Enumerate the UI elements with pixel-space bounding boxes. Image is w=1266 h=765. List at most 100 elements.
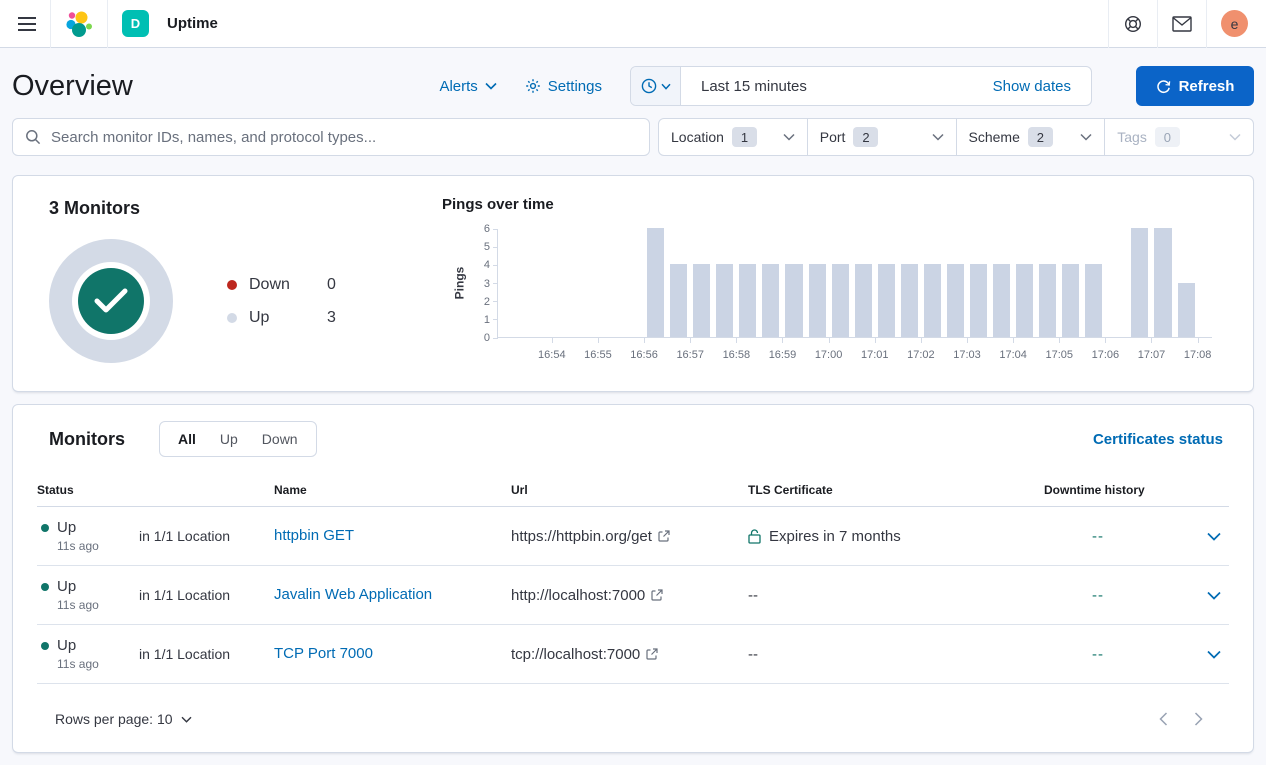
divider (107, 0, 108, 48)
chevron-down-icon (485, 82, 497, 90)
elastic-logo-icon (65, 10, 93, 38)
chevron-down-icon (181, 716, 192, 723)
status-text: Up (57, 637, 77, 654)
pings-bar (877, 264, 895, 337)
tls-text: Expires in 7 months (769, 527, 901, 545)
x-tick-label: 16:59 (768, 349, 797, 361)
monitor-url-link[interactable]: http://localhost:7000 (511, 587, 748, 604)
table-row: Up 11s ago in 1/1 Location TCP Port 7000… (37, 625, 1229, 684)
pings-bar (739, 264, 757, 337)
y-tick (493, 228, 498, 230)
snapshot-panel: 3 Monitors Down 0 Up 3 (12, 175, 1254, 392)
filter-port-button[interactable]: Port 2 (808, 119, 957, 155)
time-range-button[interactable]: Last 15 minutes (695, 77, 813, 96)
y-tick (493, 319, 498, 321)
monitors-title: Monitors (49, 428, 125, 449)
user-menu-button[interactable]: e (1207, 0, 1262, 48)
show-dates-button[interactable]: Show dates (987, 77, 1077, 96)
space-selector-button[interactable]: D (108, 0, 163, 48)
elastic-logo-button[interactable] (51, 0, 107, 48)
x-tick-label: 17:00 (814, 349, 843, 361)
filter-bar: Location 1 Port 2 Scheme 2 Tags 0 (0, 106, 1266, 156)
tab-all[interactable]: All (166, 422, 208, 456)
filter-scheme-button[interactable]: Scheme 2 (957, 119, 1106, 155)
filter-label: Location (671, 129, 724, 145)
legend-value: 0 (327, 275, 336, 293)
pings-bar (923, 264, 941, 337)
chevron-down-icon (783, 133, 795, 141)
avatar: e (1221, 10, 1248, 37)
table-header: Status Name Url TLS Certificate Downtime… (37, 483, 1229, 507)
y-tick (493, 283, 498, 284)
expand-row-button[interactable] (1201, 531, 1229, 542)
tab-up[interactable]: Up (208, 422, 250, 456)
column-name: Name (274, 483, 307, 497)
page-header: Overview Alerts Settings (0, 48, 1266, 106)
previous-page-button[interactable] (1159, 712, 1168, 726)
x-tick-label: 16:54 (538, 349, 566, 361)
status-ago: 11s ago (57, 539, 99, 553)
gear-icon (525, 78, 541, 94)
legend-item-up: Up 3 (227, 309, 336, 327)
x-tick (1151, 338, 1153, 343)
y-tick-label: 1 (483, 313, 490, 326)
alerts-dropdown-button[interactable]: Alerts (439, 78, 497, 95)
pings-bar (762, 264, 780, 337)
x-tick-label: 16:56 (630, 349, 658, 361)
x-tick-label: 17:07 (1137, 349, 1166, 361)
monitor-name-link[interactable]: httpbin GET (274, 527, 355, 544)
tls-cell: -- (748, 586, 758, 604)
divider (1206, 0, 1207, 48)
down-dot-icon (227, 279, 237, 290)
monitor-name-link[interactable]: Javalin Web Application (274, 586, 433, 603)
pings-bar (1062, 264, 1080, 337)
pings-bar (693, 264, 711, 337)
y-tick (493, 301, 498, 303)
pings-bar (670, 264, 688, 337)
x-tick (644, 338, 646, 343)
x-tick-label: 16:55 (584, 349, 612, 361)
x-tick-label: 17:06 (1091, 349, 1120, 361)
search-box (12, 118, 650, 156)
search-input[interactable] (49, 127, 637, 147)
pings-bar (900, 264, 918, 337)
help-menu-button[interactable] (1109, 0, 1157, 48)
external-link-icon (651, 589, 663, 601)
downtime-cell: -- (1092, 586, 1104, 604)
location-text: in 1/1 Location (139, 587, 231, 603)
expand-row-button[interactable] (1201, 649, 1229, 660)
next-page-button[interactable] (1194, 712, 1203, 726)
expand-row-button[interactable] (1201, 590, 1229, 601)
certificates-status-link[interactable]: Certificates status (1087, 430, 1229, 449)
lock-icon (748, 528, 761, 544)
x-tick-label: 17:01 (860, 349, 889, 361)
refresh-button[interactable]: Refresh (1136, 66, 1254, 106)
pings-bar (1039, 264, 1057, 337)
x-tick (551, 338, 553, 343)
pings-bar (716, 264, 734, 337)
filter-location-button[interactable]: Location 1 (659, 119, 808, 155)
search-icon (25, 129, 41, 145)
quick-select-button[interactable] (631, 67, 681, 105)
status-text: Up (57, 519, 77, 536)
pings-bar (854, 264, 872, 337)
tab-down[interactable]: Down (250, 422, 310, 456)
column-status: Status (37, 483, 74, 497)
status-legend: Down 0 Up 3 (227, 276, 336, 327)
pings-bar (808, 264, 826, 337)
monitor-url-link[interactable]: tcp://localhost:7000 (511, 646, 748, 663)
newsfeed-button[interactable] (1158, 0, 1206, 48)
chevron-down-icon (1080, 133, 1092, 141)
status-ago: 11s ago (57, 657, 99, 671)
y-tick-label: 2 (483, 295, 490, 308)
x-tick (782, 338, 784, 343)
y-tick (493, 246, 498, 248)
monitor-url-link[interactable]: https://httpbin.org/get (511, 528, 748, 545)
settings-button[interactable]: Settings (525, 78, 602, 95)
filter-tags-button[interactable]: Tags 0 (1105, 119, 1253, 155)
rows-per-page-button[interactable]: Rows per page: 10 (49, 710, 198, 728)
menu-button[interactable] (4, 0, 50, 48)
x-tick-label: 17:03 (953, 349, 981, 361)
monitor-name-link[interactable]: TCP Port 7000 (274, 645, 373, 662)
settings-label: Settings (547, 77, 602, 95)
